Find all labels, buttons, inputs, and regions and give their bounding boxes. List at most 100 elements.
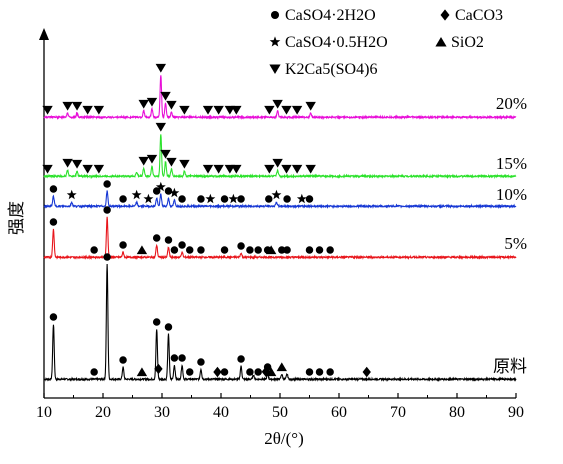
triangle-down-marker	[82, 164, 93, 174]
circle-marker	[305, 246, 314, 254]
x-tick-label: 40	[213, 404, 229, 421]
circle-marker	[185, 368, 194, 376]
triangle-down-marker	[93, 105, 105, 115]
triangle-down-marker	[62, 101, 73, 111]
x-tick-label: 60	[331, 404, 347, 421]
circle-marker	[326, 368, 334, 376]
triangle-down-marker	[138, 99, 149, 109]
triangle-down-marker	[71, 101, 83, 111]
circle-marker	[103, 253, 111, 261]
trace-1	[43, 216, 517, 261]
circle-marker	[170, 354, 179, 362]
triangle-down-marker	[291, 164, 303, 174]
x-tick-label: 90	[508, 404, 524, 421]
triangle-down-marker	[202, 164, 214, 174]
triangle-down-marker	[264, 105, 275, 115]
circle-marker	[220, 195, 229, 203]
legend: CaSO4·2H2O CaCO3 CaSO4·0.5H2O SiO2 K2Ca5(SO4…	[269, 7, 503, 78]
y-axis-arrow	[39, 28, 49, 40]
circle-marker	[178, 241, 186, 249]
triangle-down-marker	[155, 63, 167, 73]
x-tick-label: 70	[390, 404, 406, 421]
legend-label-0: CaSO4·2H2O	[285, 7, 376, 24]
circle-marker	[315, 246, 324, 254]
circle-marker	[164, 323, 173, 331]
circle-marker	[103, 206, 111, 214]
star-marker	[66, 189, 77, 200]
legend-label-1: CaCO3	[455, 7, 503, 24]
circle-marker	[283, 246, 291, 254]
star-marker	[143, 193, 154, 204]
triangle-up-marker	[136, 245, 148, 255]
star-marker	[205, 193, 216, 204]
trace-label-3: 15%	[496, 154, 527, 173]
legend-label-3: SiO2	[451, 34, 484, 51]
x-tick-label: 80	[449, 404, 465, 421]
triangle-down-marker	[305, 164, 316, 174]
diamond-marker	[154, 363, 163, 375]
triangle-up-marker	[265, 367, 277, 377]
triangle-down-marker	[213, 164, 224, 174]
circle-marker	[178, 195, 186, 203]
circle-marker	[220, 246, 229, 254]
circle-marker	[237, 242, 245, 250]
star-marker	[155, 181, 166, 192]
triangle-down-marker	[272, 99, 283, 109]
triangle-down-marker	[179, 159, 190, 169]
legend-label-4: K2Ca5(SO4)6	[285, 61, 377, 78]
triangle-down-marker	[291, 105, 303, 115]
trace-label-1: 5%	[504, 234, 527, 253]
triangle-down-marker	[166, 157, 177, 167]
trace-label-2: 10%	[496, 185, 527, 204]
trace-label-0: 原料	[493, 357, 527, 376]
x-axis-title: 2θ/(°)	[264, 429, 304, 448]
circle-marker	[164, 187, 173, 195]
circle-marker	[178, 354, 186, 362]
star-marker	[169, 187, 180, 198]
x-tick-label: 20	[95, 404, 111, 421]
circle-marker	[237, 355, 245, 363]
circle-marker	[197, 358, 205, 366]
star-marker	[131, 189, 142, 200]
circle-marker	[119, 356, 127, 364]
axes: 10 20 30 40 50 60 70 80 90	[36, 28, 524, 421]
trace-label-4: 20%	[496, 94, 527, 113]
triangle-down-marker	[146, 154, 158, 164]
triangle-up-marker	[265, 245, 277, 255]
triangle-down-marker	[62, 158, 73, 168]
circle-marker	[197, 246, 205, 254]
circle-marker	[254, 246, 262, 254]
triangle-down-marker	[42, 105, 53, 115]
star-marker	[269, 36, 281, 47]
circle-marker	[246, 368, 254, 376]
triangle-down-marker	[138, 156, 149, 166]
circle-marker	[164, 236, 173, 244]
trace-labels: 原料 5% 10% 15% 20%	[493, 94, 527, 376]
circle-marker	[90, 246, 98, 254]
circle-marker	[326, 246, 334, 254]
circle-marker	[90, 368, 98, 376]
triangle-up-marker	[276, 362, 287, 372]
x-tick-label: 50	[272, 404, 288, 421]
triangle-down-marker	[269, 64, 281, 75]
triangle-down-marker	[166, 100, 177, 110]
circle-marker	[305, 368, 314, 376]
legend-label-2: CaSO4·0.5H2O	[285, 34, 388, 51]
triangle-down-marker	[160, 149, 171, 159]
trace-4	[43, 75, 517, 121]
star-marker	[296, 193, 307, 204]
circle-marker	[185, 246, 194, 254]
triangle-down-marker	[42, 164, 53, 174]
circle-marker	[283, 195, 291, 203]
star-marker	[228, 193, 239, 204]
circle-marker	[270, 10, 280, 20]
phase-markers	[42, 63, 371, 378]
circle-marker	[197, 195, 205, 203]
triangle-up-marker	[435, 36, 447, 47]
trace-0	[43, 264, 517, 383]
triangle-up-marker	[136, 367, 148, 377]
circle-marker	[237, 195, 245, 203]
triangle-down-marker	[281, 164, 292, 174]
circle-marker	[49, 185, 58, 193]
